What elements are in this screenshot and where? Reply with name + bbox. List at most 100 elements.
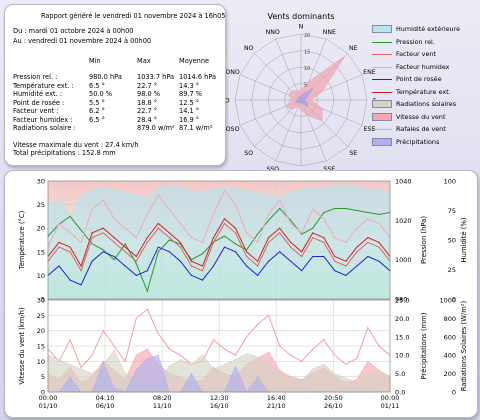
- data-point: [91, 373, 93, 375]
- data-point: [367, 360, 369, 362]
- data-point: [378, 241, 380, 243]
- y-tick-label: 25: [37, 201, 45, 209]
- data-point: [246, 255, 248, 258]
- row-min: 6.5 °: [89, 81, 105, 90]
- data-point: [290, 246, 292, 248]
- row-avg: 14.3 °: [179, 81, 200, 90]
- row-avg: 1014.6 hPa: [179, 73, 217, 81]
- data-point: [290, 191, 292, 193]
- legend-label: Précipitations: [396, 137, 440, 146]
- y-right1-tick-label: 25.0: [395, 297, 409, 305]
- data-point: [124, 227, 126, 229]
- data-point: [367, 188, 369, 190]
- data-point: [323, 211, 325, 214]
- data-point: [80, 368, 82, 370]
- data-point: [168, 208, 170, 210]
- data-point: [367, 327, 369, 329]
- data-point: [345, 183, 347, 186]
- data-point: [257, 233, 259, 235]
- data-point: [378, 345, 380, 347]
- data-point: [157, 333, 159, 335]
- data-point: [201, 253, 204, 255]
- x-tick-time: 04:10: [96, 394, 115, 402]
- data-point: [334, 185, 336, 187]
- y-right2-tick-label: 0: [452, 389, 456, 397]
- data-point: [179, 186, 181, 188]
- data-point: [301, 251, 303, 253]
- data-point: [234, 359, 237, 361]
- data-point: [323, 237, 325, 239]
- data-point: [223, 218, 226, 220]
- legend-swatch: [372, 91, 392, 93]
- wind-rose: Vents dominants 5101520NNNENEENEEESESESS…: [226, 12, 376, 170]
- data-point: [334, 270, 336, 272]
- data-point: [135, 255, 137, 258]
- data-point: [334, 255, 336, 258]
- data-point: [290, 376, 292, 378]
- row-max: 98.0 %: [137, 90, 161, 98]
- y-tick-label: 15: [37, 248, 45, 256]
- rose-direction-label: ENE: [363, 69, 376, 76]
- data-point: [190, 363, 192, 365]
- x-tick-time: 00:00: [381, 394, 400, 402]
- row-label: Pression rel. :: [13, 73, 58, 81]
- row-max: 1033.7 hPa: [137, 73, 175, 81]
- data-point: [334, 354, 336, 356]
- rose-ring-label: 10: [304, 66, 310, 72]
- y-right1-axis-label: Pression (hPa): [420, 216, 428, 264]
- data-point: [113, 259, 115, 261]
- legend-label: Température ext.: [396, 87, 451, 96]
- legend-swatch: [372, 100, 392, 108]
- y-tick-label: 10: [37, 358, 45, 366]
- legend: Humidité extérieure Pression rel. Facteur …: [372, 24, 476, 154]
- legend-item: Facteur vent: [372, 49, 476, 59]
- data-point: [168, 239, 170, 241]
- rose-direction-label: SSO: [266, 166, 279, 170]
- legend-swatch: [372, 137, 392, 146]
- data-point: [80, 265, 82, 267]
- data-point: [345, 207, 347, 210]
- data-point: [212, 237, 215, 239]
- data-point: [279, 196, 281, 199]
- data-point: [157, 222, 159, 225]
- x-tick-date: 16/10: [210, 402, 229, 410]
- data-point: [135, 263, 137, 265]
- row-avg: 14.1 °: [179, 107, 200, 115]
- row-min: 980.0 hPa: [89, 73, 122, 81]
- data-point: [223, 186, 226, 188]
- data-point: [212, 368, 215, 370]
- rose-direction-label: NNE: [323, 29, 336, 36]
- y-right2-tick-label: 100: [444, 178, 456, 186]
- row-max: 22.7 °: [137, 81, 158, 90]
- data-point: [234, 187, 237, 189]
- y-tick-label: 5: [41, 373, 45, 381]
- data-point: [234, 227, 237, 229]
- data-point: [268, 194, 270, 196]
- data-point: [91, 354, 93, 356]
- legend-item: Vitesse du vent: [372, 112, 476, 122]
- data-point: [246, 336, 248, 338]
- legend-item: Facteur humidex: [372, 62, 476, 72]
- rose-direction-label: SSE: [323, 166, 335, 170]
- data-point: [334, 373, 336, 375]
- data-point: [135, 194, 137, 196]
- rose-direction-label: ESE: [364, 126, 376, 133]
- data-point: [301, 270, 303, 272]
- data-point: [268, 351, 270, 353]
- data-point: [124, 373, 126, 375]
- y-right2-axis-label: Radiations Solaires (W/m²): [460, 300, 468, 391]
- rose-ring-label: 5: [304, 83, 307, 89]
- y-right2-tick-label: 1000: [439, 297, 456, 305]
- y-tick-label: 15: [37, 343, 45, 351]
- data-point: [345, 363, 347, 365]
- data-point: [179, 359, 181, 361]
- data-point: [91, 189, 93, 191]
- data-point: [223, 246, 226, 248]
- data-point: [91, 208, 93, 210]
- data-point: [257, 241, 259, 243]
- data-point: [124, 251, 126, 253]
- data-point: [367, 211, 369, 214]
- data-point: [356, 265, 358, 267]
- data-point: [135, 369, 137, 371]
- data-point: [323, 241, 325, 243]
